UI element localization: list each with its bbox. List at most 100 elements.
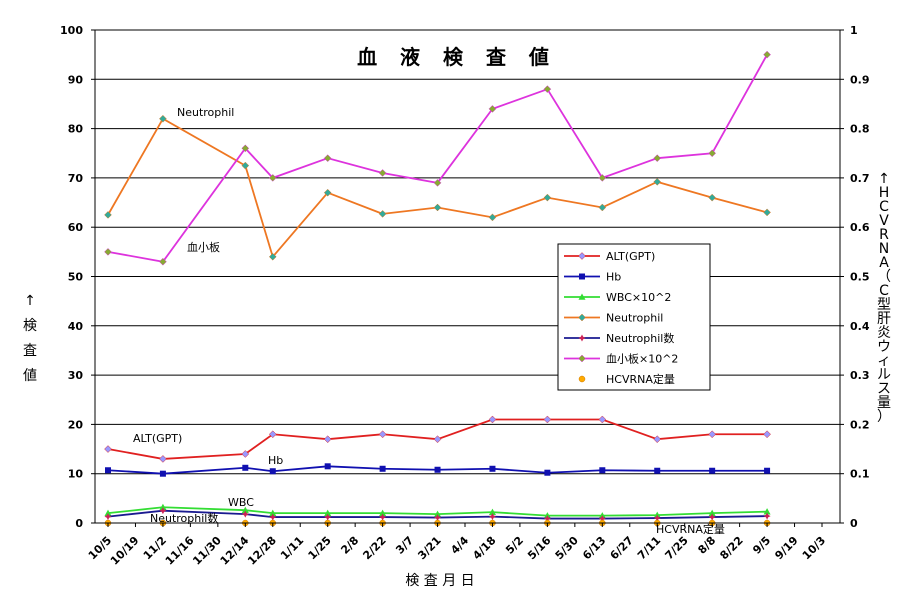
y2-axis-label-char: C — [879, 283, 889, 299]
data-point — [241, 450, 250, 458]
y-tick-label: 60 — [68, 221, 84, 234]
chart-title: 血 液 検 査 値 — [357, 45, 557, 69]
legend-label: Neutrophil — [606, 312, 663, 325]
y2-tick-label: 0.5 — [850, 271, 870, 284]
y2-axis-label-char: ウ — [877, 339, 891, 355]
data-point — [104, 509, 112, 516]
legend-item: Hb — [564, 271, 621, 284]
y2-axis-label-char: N — [879, 241, 889, 257]
y2-axis-label-char: ィ — [877, 353, 891, 369]
data-point — [654, 467, 661, 474]
data-point — [578, 334, 586, 342]
data-point — [763, 50, 771, 59]
data-point — [598, 515, 606, 523]
data-point — [763, 508, 771, 515]
legend-item: 血小板×10^2 — [564, 352, 678, 366]
annotation-label: HCVRNA定量 — [656, 522, 725, 536]
data-point — [708, 430, 717, 439]
x-axis-label: 検 査 月 日 — [405, 573, 474, 589]
data-point — [323, 435, 332, 444]
y2-axis-label-char: （ — [877, 269, 891, 285]
data-point — [379, 513, 387, 521]
y2-tick-label: 0.4 — [850, 320, 870, 333]
data-point — [434, 510, 442, 517]
data-point — [379, 465, 386, 472]
y2-axis-label-char: H — [879, 185, 890, 201]
data-point — [653, 514, 661, 522]
legend-label: 血小板×10^2 — [606, 352, 678, 366]
data-point — [159, 114, 167, 123]
y-tick-label: 50 — [68, 271, 84, 284]
data-point — [599, 467, 606, 474]
y-tick-label: 20 — [68, 418, 84, 431]
y2-axis-label-char: ス — [877, 381, 891, 397]
data-point — [378, 169, 387, 177]
data-point — [324, 509, 332, 516]
y-tick-label: 80 — [68, 123, 84, 136]
legend-item: Neutrophil数 — [564, 332, 674, 345]
y2-tick-label: 0.7 — [850, 172, 870, 185]
annotation-label: Neutrophil数 — [150, 512, 218, 525]
series-血小板×10^2 — [104, 50, 771, 266]
data-point — [598, 203, 607, 212]
data-point — [433, 178, 442, 187]
annotation-label: Neutrophil — [177, 106, 234, 119]
data-point — [763, 208, 771, 217]
legend-items: ALT(GPT) Hb WBC×10^2 Neutrophil Neutrophil数血… — [564, 250, 678, 386]
data-point — [104, 513, 112, 521]
legend-item: WBC×10^2 — [564, 291, 671, 304]
data-point — [764, 467, 771, 474]
legend-label: ALT(GPT) — [606, 250, 655, 263]
y-tick-label: 0 — [75, 517, 83, 530]
y2-tick-label: 0.1 — [850, 468, 870, 481]
y2-axis-label-char: 肝 — [877, 311, 891, 327]
y2-tick-label: 0 — [850, 517, 858, 530]
y2-tick-label: 0.3 — [850, 369, 870, 382]
y2-axis-label-char: ↑ — [878, 171, 890, 187]
y2-axis-label-char: C — [879, 199, 889, 215]
y2-tick-label: 0.2 — [850, 418, 870, 431]
series-Neutrophil — [104, 114, 771, 261]
data-point — [269, 513, 277, 521]
y-axis-label-char: 値 — [23, 368, 37, 384]
data-point — [433, 435, 442, 444]
y-tick-label: 30 — [68, 369, 84, 382]
data-point — [598, 174, 607, 182]
data-point — [323, 188, 332, 197]
y-tick-label: 100 — [60, 24, 83, 37]
data-point — [242, 464, 249, 471]
y2-axis-label-char: 型 — [877, 297, 891, 313]
series-annotations: Neutrophil 血小板 ALT(GPT) Hb WBC Neutrophil数 HCV… — [133, 106, 725, 536]
data-point — [268, 174, 277, 182]
data-point — [434, 466, 441, 473]
data-point — [378, 430, 387, 439]
data-point — [578, 252, 586, 260]
data-point — [708, 149, 717, 158]
data-point — [105, 467, 111, 474]
data-point — [104, 211, 112, 219]
data-point — [653, 154, 662, 163]
data-point — [379, 509, 387, 516]
annotation-label: 血小板 — [187, 240, 220, 254]
data-point — [578, 313, 586, 322]
data-point — [578, 354, 586, 363]
data-point — [708, 509, 716, 516]
legend-item: HCVRNA定量 — [578, 372, 675, 386]
series-group — [104, 50, 771, 527]
y2-tick-label: 1 — [850, 24, 858, 37]
annotation-label: ALT(GPT) — [133, 432, 182, 445]
data-point — [324, 463, 331, 470]
data-point — [489, 465, 496, 472]
data-point — [241, 510, 249, 518]
legend-label: Neutrophil数 — [606, 332, 674, 345]
data-point — [488, 213, 497, 222]
legend-label: Hb — [606, 271, 621, 284]
data-point — [708, 513, 716, 521]
annotation-label: WBC — [228, 496, 254, 509]
legend: ALT(GPT) Hb WBC×10^2 Neutrophil Neutrophil数血… — [557, 243, 711, 391]
y-axis-label-char: 検 — [23, 318, 37, 334]
y2-tick-label: 0.6 — [850, 221, 870, 234]
data-point — [709, 467, 716, 474]
